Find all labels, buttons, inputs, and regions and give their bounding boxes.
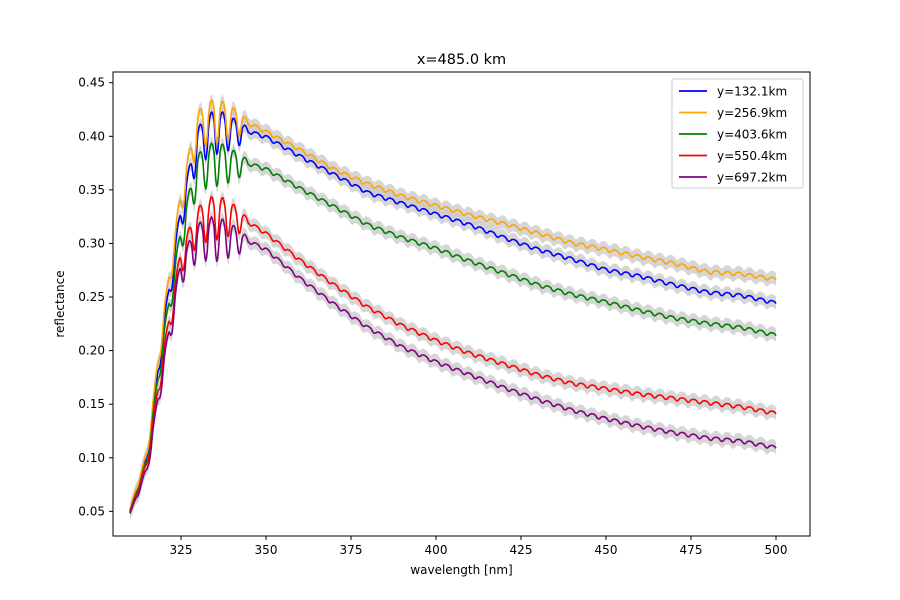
legend-label: y=550.4km (717, 149, 787, 163)
series-lines (129, 99, 777, 514)
series-line (129, 111, 777, 512)
x-axis-ticks: 325 350 375 400 425 450 475 500 (170, 536, 788, 557)
series-line (129, 99, 777, 510)
plot-frame (112, 71, 811, 537)
uncertainty-band (130, 210, 776, 520)
chart-title: x=485.0 km (417, 52, 506, 68)
x-tick-label: 475 (680, 543, 703, 557)
y-axis-ticks: 0.05 0.10 0.15 0.20 0.25 0.30 0.35 0.40 0.45 (78, 76, 113, 518)
series-line (129, 142, 777, 512)
x-tick-label: 375 (340, 543, 363, 557)
legend-label: y=403.6km (717, 128, 787, 142)
y-tick-label: 0.05 (78, 504, 105, 518)
x-tick-label: 425 (510, 543, 533, 557)
y-tick-label: 0.45 (78, 76, 105, 90)
x-axis-label: wavelength [nm] (410, 563, 512, 577)
legend-label: y=697.2km (717, 171, 787, 185)
y-tick-label: 0.20 (78, 344, 105, 358)
legend: y=132.1km y=256.9km y=403.6km y=550.4km y=69… (671, 78, 804, 189)
y-tick-label: 0.25 (78, 290, 105, 304)
legend-label: y=256.9km (717, 106, 787, 120)
y-tick-label: 0.30 (78, 236, 105, 250)
x-tick-label: 500 (765, 543, 788, 557)
x-tick-label: 350 (255, 543, 278, 557)
x-tick-label: 450 (595, 543, 618, 557)
x-tick-label: 325 (170, 543, 193, 557)
legend-label: y=132.1km (717, 85, 787, 99)
y-tick-label: 0.40 (78, 129, 105, 143)
y-tick-label: 0.15 (78, 397, 105, 411)
uncertainty-bands (130, 93, 776, 520)
y-axis-label: reflectance (53, 270, 67, 337)
x-tick-label: 400 (425, 543, 448, 557)
y-tick-label: 0.10 (78, 451, 105, 465)
series-line (129, 195, 777, 513)
uncertainty-band (130, 190, 776, 519)
legend-box (671, 78, 804, 189)
y-tick-label: 0.35 (78, 183, 105, 197)
series-line (129, 216, 777, 514)
